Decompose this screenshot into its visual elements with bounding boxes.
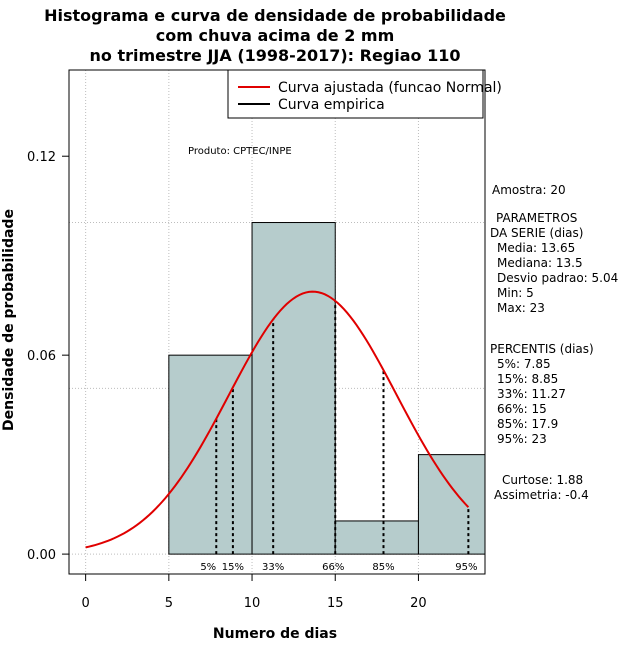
y-axis: 0.00 0.06 0.12 bbox=[27, 150, 70, 563]
chart-title-line-3: no trimestre JJA (1998-2017): Regiao 110 bbox=[89, 46, 460, 65]
chart-title: Histograma e curva de densidade de proba… bbox=[44, 6, 506, 65]
percentile-label: 15% bbox=[222, 562, 244, 573]
y-tick-label: 0.06 bbox=[27, 349, 56, 364]
param-min: Min: 5 bbox=[497, 286, 534, 300]
legend-box bbox=[227, 69, 484, 119]
x-tick-label: 10 bbox=[244, 596, 261, 611]
percentile-33: 33%: 11.27 bbox=[497, 387, 566, 401]
params-header-2: DA SERIE (dias) bbox=[490, 226, 583, 240]
histogram-bar bbox=[251, 222, 336, 555]
percentile-lines: 5% 15% 33% 66% 85% 95% bbox=[200, 300, 477, 573]
percentile-85: 85%: 17.9 bbox=[497, 417, 558, 431]
percentiles-header: PERCENTIS (dias) bbox=[490, 342, 594, 356]
percentile-label: 33% bbox=[262, 562, 284, 573]
param-max: Max: 23 bbox=[497, 301, 545, 315]
x-tick-label: 0 bbox=[81, 596, 89, 611]
histogram-bars bbox=[168, 222, 486, 555]
percentile-label: 95% bbox=[455, 562, 477, 573]
histogram-bar bbox=[168, 354, 253, 555]
param-median: Mediana: 13.5 bbox=[497, 256, 583, 270]
x-tick-label: 15 bbox=[327, 596, 344, 611]
x-axis: 0 5 10 15 20 bbox=[81, 573, 427, 611]
chart-title-line-1: Histograma e curva de densidade de proba… bbox=[44, 6, 506, 25]
histogram-bar bbox=[334, 520, 419, 555]
y-tick-label: 0.00 bbox=[27, 548, 56, 563]
param-mean: Media: 13.65 bbox=[497, 241, 575, 255]
percentile-95: 95%: 23 bbox=[497, 432, 547, 446]
x-axis-label: Numero de dias bbox=[213, 626, 337, 642]
legend-label-fitted: Curva ajustada (funcao Normal) bbox=[278, 80, 502, 96]
histogram-bar bbox=[417, 454, 486, 555]
param-sd: Desvio padrao: 5.04 bbox=[497, 271, 618, 285]
percentile-66: 66%: 15 bbox=[497, 402, 547, 416]
y-axis-label: Densidade de probabilidade bbox=[1, 209, 17, 431]
legend: Curva ajustada (funcao Normal) Curva emp… bbox=[227, 69, 502, 119]
percentile-label: 66% bbox=[322, 562, 344, 573]
percentile-label: 85% bbox=[372, 562, 394, 573]
legend-label-empirical: Curva empirica bbox=[278, 97, 385, 113]
percentile-5: 5%: 7.85 bbox=[497, 357, 551, 371]
skewness: Assimetria: -0.4 bbox=[494, 488, 589, 502]
y-tick-label: 0.12 bbox=[27, 150, 56, 165]
product-annotation: Produto: CPTEC/INPE bbox=[188, 146, 292, 157]
stats-panel: Amostra: 20 PARAMETROS DA SERIE (dias) M… bbox=[490, 183, 618, 502]
percentile-15: 15%: 8.85 bbox=[497, 372, 558, 386]
sample-size: Amostra: 20 bbox=[492, 183, 566, 197]
x-tick-label: 20 bbox=[410, 596, 427, 611]
params-header-1: PARAMETROS bbox=[496, 211, 577, 225]
normal-curve bbox=[85, 290, 470, 549]
x-tick-label: 5 bbox=[165, 596, 173, 611]
kurtosis: Curtose: 1.88 bbox=[502, 473, 583, 487]
percentile-label: 5% bbox=[200, 562, 216, 573]
chart-title-line-2: com chuva acima de 2 mm bbox=[156, 26, 395, 45]
